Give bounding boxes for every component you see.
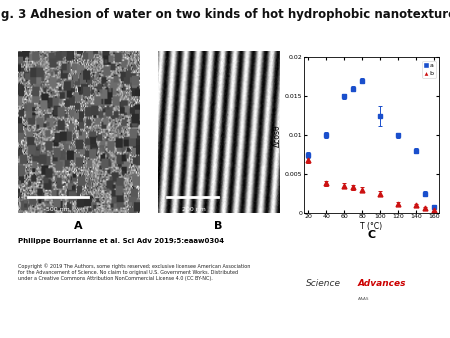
Text: A: A — [74, 221, 83, 232]
Text: AAAS: AAAS — [358, 297, 369, 301]
Text: 500 nm: 500 nm — [46, 207, 70, 212]
Text: Science: Science — [306, 279, 341, 288]
Text: Advances: Advances — [358, 279, 406, 288]
Text: Fig. 3 Adhesion of water on two kinds of hot hydrophobic nanotexture.: Fig. 3 Adhesion of water on two kinds of… — [0, 8, 450, 21]
Text: 200 nm: 200 nm — [181, 207, 205, 212]
Y-axis label: Δcosθ: Δcosθ — [273, 124, 282, 146]
Legend: a, b: a, b — [422, 61, 436, 78]
Text: Philippe Bourrianne et al. Sci Adv 2019;5:eaaw0304: Philippe Bourrianne et al. Sci Adv 2019;… — [18, 238, 224, 244]
X-axis label: T (°C): T (°C) — [360, 222, 382, 231]
Text: B: B — [214, 221, 222, 232]
Text: Copyright © 2019 The Authors, some rights reserved; exclusive licensee American : Copyright © 2019 The Authors, some right… — [18, 264, 250, 281]
Text: C: C — [367, 230, 375, 240]
